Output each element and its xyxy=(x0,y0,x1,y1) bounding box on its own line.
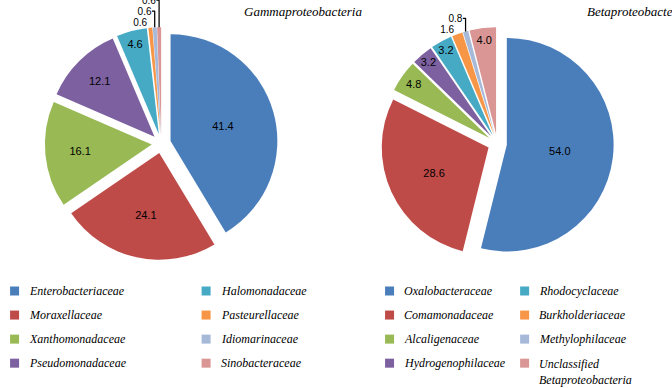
svg-text:Moraxellaceae: Moraxellaceae xyxy=(29,308,103,322)
svg-text:Sinobacteraceae: Sinobacteraceae xyxy=(221,356,302,370)
svg-text:Xanthomonadaceae: Xanthomonadaceae xyxy=(29,332,126,346)
svg-text:Gammaproteobacteria: Gammaproteobacteria xyxy=(244,4,362,19)
svg-text:Betaproteobacteria: Betaproteobacteria xyxy=(587,4,672,19)
svg-text:Rhodocyclaceae: Rhodocyclaceae xyxy=(539,284,619,298)
svg-text:Comamonadaceae: Comamonadaceae xyxy=(404,308,494,322)
svg-text:54.0: 54.0 xyxy=(549,145,570,157)
svg-text:41.4: 41.4 xyxy=(212,120,233,132)
svg-text:UnclassifiedBetaproteobacteria: UnclassifiedBetaproteobacteria xyxy=(539,357,632,387)
svg-text:Burkholderiaceae: Burkholderiaceae xyxy=(539,308,626,322)
svg-text:0.6: 0.6 xyxy=(142,0,156,6)
svg-text:Pseudomonadaceae: Pseudomonadaceae xyxy=(29,356,127,370)
svg-text:Oxalobacteraceae: Oxalobacteraceae xyxy=(404,284,493,298)
svg-text:4.6: 4.6 xyxy=(127,38,142,50)
svg-text:3.2: 3.2 xyxy=(421,56,436,68)
svg-text:1.6: 1.6 xyxy=(440,24,454,35)
svg-text:Hydrogenophilaceae: Hydrogenophilaceae xyxy=(404,356,506,370)
svg-text:Idiomarinaceae: Idiomarinaceae xyxy=(221,332,299,346)
svg-text:4.0: 4.0 xyxy=(477,34,492,46)
svg-text:Halomonadaceae: Halomonadaceae xyxy=(221,284,307,298)
svg-text:0.6: 0.6 xyxy=(133,17,147,28)
svg-text:Pasteurellaceae: Pasteurellaceae xyxy=(221,308,300,322)
svg-text:0.8: 0.8 xyxy=(448,13,462,24)
svg-text:16.1: 16.1 xyxy=(69,145,90,157)
svg-text:Alcaligenaceae: Alcaligenaceae xyxy=(404,332,480,346)
svg-text:12.1: 12.1 xyxy=(89,75,110,87)
svg-text:Methylophilaceae: Methylophilaceae xyxy=(539,332,627,346)
svg-text:28.6: 28.6 xyxy=(423,167,444,179)
svg-text:24.1: 24.1 xyxy=(135,209,156,221)
svg-text:3.2: 3.2 xyxy=(438,44,453,56)
svg-text:Enterobacteriaceae: Enterobacteriaceae xyxy=(29,284,125,298)
svg-text:0.6: 0.6 xyxy=(138,6,152,17)
svg-text:4.8: 4.8 xyxy=(406,78,421,90)
